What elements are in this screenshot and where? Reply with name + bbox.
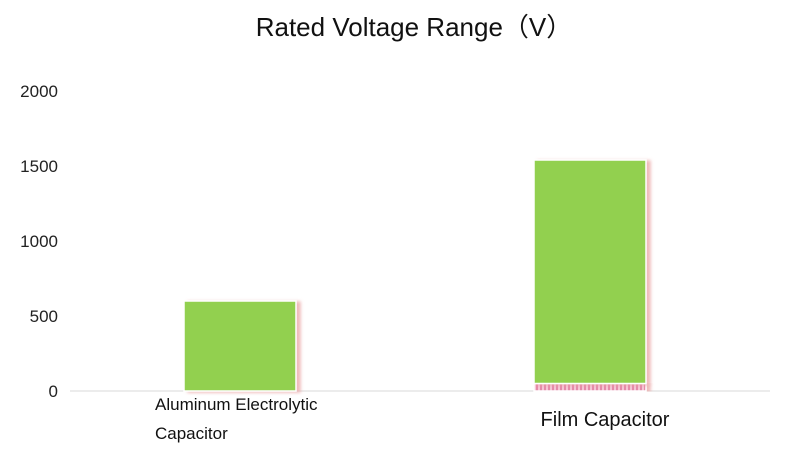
category-label-aluminum: Aluminum Electrolytic Capacitor <box>155 395 318 443</box>
y-tick-label: 500 <box>30 307 58 326</box>
bar-segment <box>533 382 647 392</box>
category-label-film: Film Capacitor <box>541 409 670 431</box>
category-label-line: Film Capacitor <box>541 409 670 431</box>
y-axis-ticks: 0 500 1000 1500 2000 <box>20 82 58 401</box>
chart-title: Rated Voltage Range（V） <box>256 12 573 42</box>
bar-segment <box>533 159 647 385</box>
bars <box>183 159 647 392</box>
bar-segment <box>183 300 297 392</box>
y-tick-label: 1500 <box>20 157 58 176</box>
y-tick-label: 0 <box>49 382 58 401</box>
y-tick-label: 2000 <box>20 82 58 101</box>
category-label-line: Capacitor <box>155 424 228 443</box>
y-tick-label: 1000 <box>20 232 58 251</box>
category-label-line: Aluminum Electrolytic <box>155 395 318 414</box>
